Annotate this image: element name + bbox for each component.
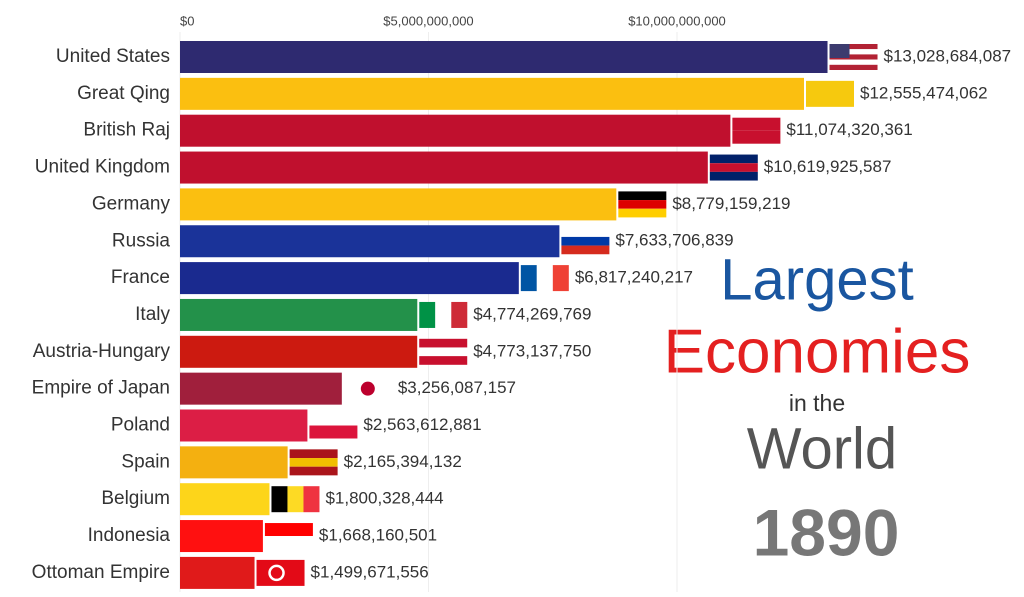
flag-canton: [829, 44, 850, 58]
value-label: $13,028,684,087: [884, 46, 1012, 65]
flag-stripe: [419, 356, 468, 365]
category-label: Indonesia: [88, 525, 171, 546]
category-label: United States: [56, 46, 170, 67]
flag-stripe: [709, 163, 758, 172]
bar: [180, 409, 308, 442]
flag-stripe: [419, 338, 468, 348]
flag-stripe: [451, 301, 468, 328]
category-label: Germany: [92, 193, 171, 214]
flag-stripe: [309, 425, 358, 439]
bar: [180, 188, 617, 221]
flag-stripe: [829, 49, 878, 55]
value-label: $6,817,240,217: [575, 268, 693, 287]
category-label: Empire of Japan: [32, 378, 170, 399]
bar: [180, 335, 418, 368]
bar: [180, 520, 263, 553]
value-label: $3,256,087,157: [398, 378, 516, 397]
title-line: World: [747, 416, 897, 481]
flag-stripe: [829, 64, 878, 70]
flag-stripe: [419, 301, 436, 328]
flag-stripe: [732, 117, 781, 131]
flag-stripe: [618, 200, 667, 209]
title-line: in the: [789, 390, 845, 416]
x-tick-label: $10,000,000,000: [628, 13, 726, 28]
category-label: Russia: [112, 230, 171, 251]
value-label: $2,563,612,881: [363, 415, 481, 434]
flag-crescent: [268, 564, 285, 582]
flag-stripe: [709, 171, 758, 181]
x-tick-label: $5,000,000,000: [383, 13, 473, 28]
year: 1890: [753, 495, 900, 569]
flag-stripe: [520, 265, 537, 292]
flag-stripe: [309, 412, 358, 426]
category-label: Italy: [135, 304, 170, 325]
flag-stripe: [829, 54, 878, 60]
flag-stripe: [289, 466, 338, 476]
bar: [180, 225, 560, 258]
value-label: $4,773,137,750: [473, 341, 591, 360]
flag-stripe: [419, 347, 468, 357]
flag-sun: [360, 381, 375, 396]
value-label: $1,499,671,556: [311, 562, 429, 581]
bar: [180, 41, 828, 73]
value-label: $10,619,925,587: [764, 157, 892, 176]
flag-stripe: [289, 449, 338, 459]
bar: [180, 298, 418, 331]
flag-stripe: [561, 228, 610, 237]
flag-stripe: [829, 59, 878, 65]
bar: [180, 483, 270, 516]
flag-stripe: [303, 486, 320, 513]
flag-stripe: [561, 236, 610, 246]
value-label: $8,779,159,219: [672, 194, 790, 213]
category-label: Belgium: [101, 488, 170, 509]
category-label: Great Qing: [77, 83, 170, 104]
category-label: France: [111, 267, 170, 288]
bar: [180, 262, 519, 295]
category-label: British Raj: [83, 120, 170, 141]
flag-stripe: [287, 486, 304, 513]
category-label: Austria-Hungary: [33, 341, 171, 362]
flag-stripe: [732, 130, 781, 144]
flag-stripe: [618, 191, 667, 201]
category-label: Poland: [111, 415, 170, 436]
category-label: United Kingdom: [35, 157, 170, 178]
flag-stripe: [709, 154, 758, 164]
bar: [180, 151, 708, 184]
flag-stripe: [536, 265, 553, 292]
x-tick-label: $0: [180, 13, 194, 28]
value-label: $12,555,474,062: [860, 83, 988, 102]
category-label: Spain: [121, 451, 170, 472]
flag-stripe: [618, 208, 667, 218]
flag-stripe: [561, 245, 610, 255]
bar: [180, 556, 255, 589]
title-line: Largest: [720, 247, 913, 312]
flag-stripe: [829, 44, 878, 50]
bar: [180, 372, 342, 405]
value-label: $4,774,269,769: [473, 304, 591, 323]
bar: [180, 114, 731, 147]
flag-stripe: [806, 80, 855, 107]
flag-stripe: [271, 486, 288, 513]
flag-stripe: [552, 265, 569, 292]
bar: [180, 446, 288, 479]
flag-stripe: [289, 458, 338, 467]
value-label: $1,800,328,444: [325, 489, 443, 508]
bar: [180, 77, 805, 110]
title-line: Economies: [664, 317, 971, 386]
flag-stripe: [256, 559, 305, 586]
flag-stripe: [264, 523, 313, 537]
value-label: $2,165,394,132: [344, 452, 462, 471]
value-label: $11,074,320,361: [786, 120, 912, 139]
value-label: $1,668,160,501: [319, 526, 437, 545]
flag-stripe: [264, 536, 313, 550]
flag-stripe: [435, 301, 452, 328]
category-label: Ottoman Empire: [32, 562, 170, 583]
value-label: $7,633,706,839: [615, 231, 733, 250]
